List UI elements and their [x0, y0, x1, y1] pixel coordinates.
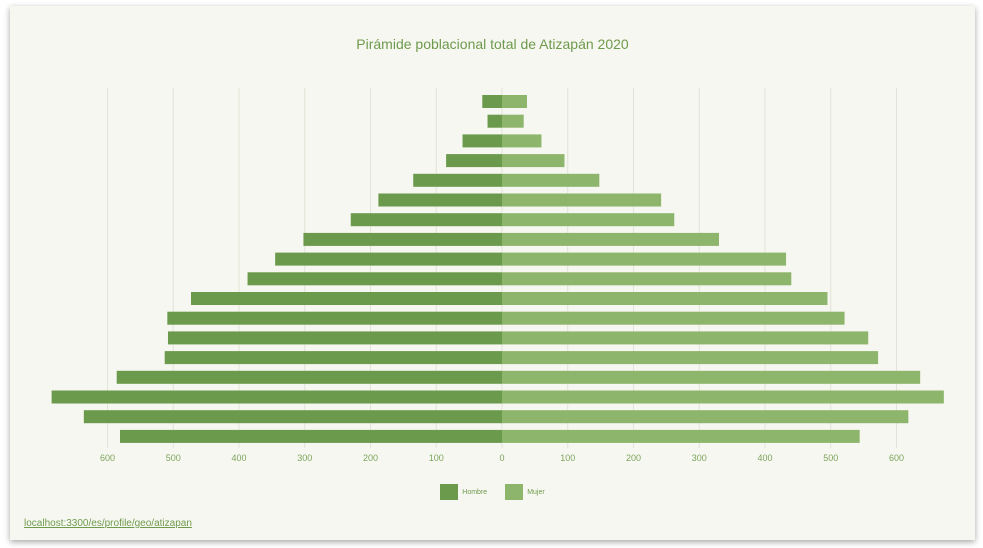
bar-hombre[interactable] [164, 351, 502, 365]
legend-item-mujer[interactable]: Mujer [505, 484, 545, 500]
x-tick-label: 300 [692, 453, 707, 463]
bar-hombre[interactable] [482, 95, 502, 108]
bar-hombre[interactable] [191, 292, 502, 305]
bar-hombre[interactable] [247, 272, 502, 286]
bar-mujer[interactable] [502, 311, 845, 325]
x-tick-label: 400 [231, 453, 246, 463]
bar-mujer[interactable] [502, 173, 600, 187]
x-tick-label: 100 [429, 453, 444, 463]
bar-mujer[interactable] [502, 370, 921, 384]
x-tick-label: 600 [889, 453, 904, 463]
legend-swatch-hombre [440, 484, 459, 500]
bar-hombre[interactable] [446, 154, 502, 168]
chart-plot-area: 600 500 400 300 200 100 0 100 200 300 400 500 600 [51, 88, 944, 463]
bar-hombre[interactable] [487, 114, 502, 128]
bar-mujer[interactable] [502, 193, 662, 207]
legend-label-hombre: Hombre [462, 488, 488, 496]
chart-card: Pirámide poblacional total de Atizapán 2… [10, 6, 975, 540]
bar-mujer[interactable] [502, 95, 527, 108]
bar-mujer[interactable] [502, 351, 879, 365]
x-tick-label: 400 [757, 453, 772, 463]
x-tick-label: 500 [166, 453, 181, 463]
bar-mujer[interactable] [502, 213, 675, 227]
bar-mujer[interactable] [502, 232, 719, 246]
bar-hombre[interactable] [116, 370, 502, 384]
bar-hombre[interactable] [303, 232, 502, 246]
bar-hombre[interactable] [167, 311, 502, 325]
bar-hombre[interactable] [83, 410, 502, 424]
legend-item-hombre[interactable]: Hombre [440, 484, 487, 500]
chart-title: Pirámide poblacional total de Atizapán 2… [356, 36, 629, 52]
bar-hombre[interactable] [167, 331, 503, 345]
legend-label-mujer: Mujer [527, 488, 545, 496]
bar-mujer[interactable] [502, 292, 828, 305]
bar-mujer[interactable] [502, 331, 869, 345]
x-tick-label: 100 [560, 453, 575, 463]
bar-hombre[interactable] [275, 252, 502, 266]
source-link[interactable]: localhost:3300/es/profile/geo/atizapan [24, 518, 192, 529]
bar-mujer[interactable] [502, 252, 787, 266]
grid-lines [107, 88, 897, 448]
legend: Hombre Mujer [10, 484, 975, 500]
legend-swatch-mujer [505, 484, 524, 500]
x-axis-ticks: 600 500 400 300 200 100 0 100 200 300 400 500 600 [100, 453, 904, 463]
bar-mujer[interactable] [502, 410, 909, 424]
bar-hombre[interactable] [350, 213, 502, 227]
x-tick-label: 600 [100, 453, 115, 463]
bar-mujer[interactable] [502, 272, 792, 286]
bar-hombre[interactable] [462, 134, 502, 148]
x-tick-label: 500 [823, 453, 838, 463]
x-tick-label: 0 [499, 453, 504, 463]
bar-mujer[interactable] [502, 134, 542, 148]
bar-hombre[interactable] [413, 173, 502, 187]
bar-mujer[interactable] [502, 390, 944, 404]
x-tick-label: 200 [363, 453, 378, 463]
x-tick-label: 300 [297, 453, 312, 463]
bar-hombre[interactable] [119, 429, 503, 443]
bar-hombre[interactable] [378, 193, 502, 207]
bar-mujer[interactable] [502, 114, 524, 128]
x-tick-label: 200 [626, 453, 641, 463]
bar-mujer[interactable] [502, 429, 860, 443]
bars [51, 95, 944, 443]
bar-mujer[interactable] [502, 154, 565, 168]
bar-hombre[interactable] [51, 390, 503, 404]
